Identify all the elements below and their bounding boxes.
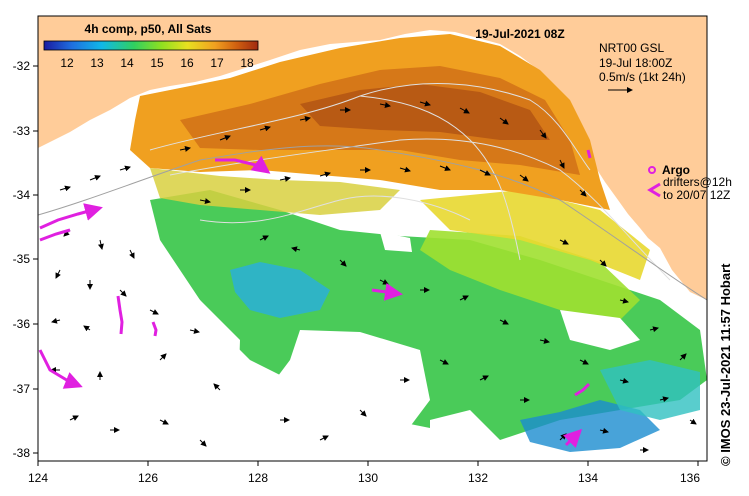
colorbar-tick: 18 (240, 56, 254, 70)
y-tick-label: -37 (13, 382, 31, 396)
y-tick-label: -34 (13, 188, 31, 202)
argo-label: Argo (662, 163, 690, 177)
y-tick-label: -36 (13, 317, 31, 331)
plot-frame (37, 15, 708, 462)
colorbar-tick: 15 (150, 56, 164, 70)
drifters-label: drifters@12h (663, 175, 732, 189)
colorbar-tick: 16 (180, 56, 194, 70)
credit-text: © IMOS 23-Jul-2021 11:57 Hobart (718, 263, 733, 467)
x-axis (37, 461, 699, 466)
drifter-legend-arrow (647, 182, 661, 198)
currents-source: NRT00 GSL (599, 41, 664, 55)
current-vectors (50, 100, 697, 453)
colorbar-label: 4h comp, p50, All Sats (85, 22, 212, 36)
colorbar-tick: 17 (210, 56, 224, 70)
colorbar-tick: 13 (90, 56, 104, 70)
x-tick-label: 126 (138, 471, 158, 485)
drifter-tracks (38, 149, 592, 448)
y-tick-label: -35 (13, 252, 31, 266)
y-tick-label: -33 (13, 124, 31, 138)
map-title: 19-Jul-2021 08Z (475, 27, 564, 41)
x-tick-label: 134 (578, 471, 598, 485)
y-axis (33, 65, 38, 454)
x-tick-label: 136 (680, 471, 700, 485)
colorbar-tick: 12 (60, 56, 74, 70)
colorbar (43, 40, 259, 51)
y-tick-label: -32 (13, 59, 31, 73)
drifters-label-2: to 20/07 12Z (663, 188, 730, 202)
argo-symbol (648, 166, 656, 174)
x-tick-label: 132 (468, 471, 488, 485)
colorbar-tick: 14 (120, 56, 134, 70)
currents-time: 19-Jul 18:00Z (599, 56, 672, 70)
y-tick-label: -38 (13, 446, 31, 460)
x-tick-label: 130 (358, 471, 378, 485)
x-tick-label: 128 (248, 471, 268, 485)
currents-scale: 0.5m/s (1kt 24h) (599, 70, 686, 84)
x-tick-label: 124 (28, 471, 48, 485)
